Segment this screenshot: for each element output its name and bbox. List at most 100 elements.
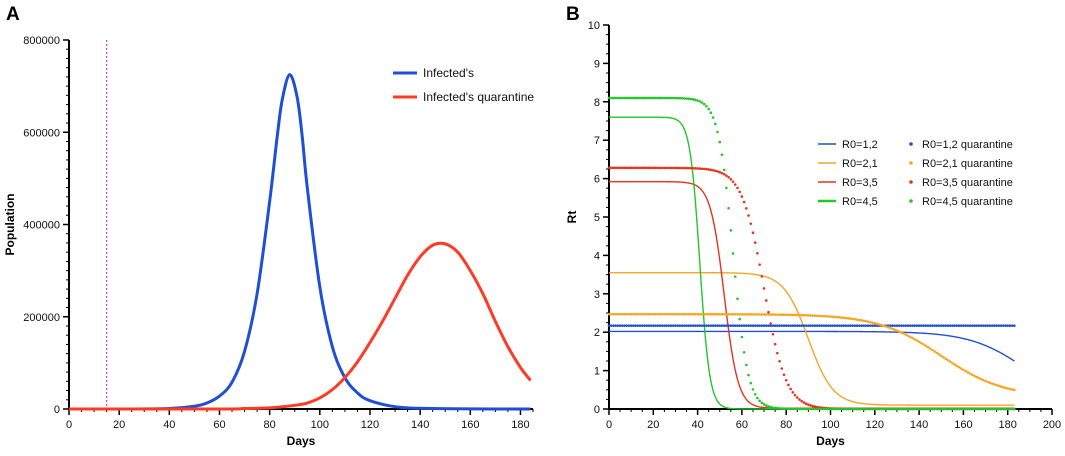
legend-swatch	[909, 180, 913, 184]
data-point	[813, 405, 817, 408]
data-point	[784, 378, 788, 382]
data-point	[762, 287, 766, 290]
data-point	[720, 324, 724, 327]
data-point	[924, 407, 928, 411]
data-point	[962, 407, 965, 411]
data-point	[760, 313, 764, 316]
data-point	[857, 318, 861, 322]
data-point	[776, 406, 779, 410]
data-point	[762, 313, 766, 316]
data-point	[762, 403, 766, 406]
data-point	[970, 324, 974, 327]
data-point	[813, 407, 817, 411]
data-point	[997, 384, 1001, 388]
data-point	[924, 324, 928, 327]
data-point	[926, 345, 930, 349]
data-point	[607, 96, 611, 100]
data-point	[908, 324, 912, 327]
data-point	[612, 96, 615, 100]
data-point	[871, 324, 874, 327]
data-point	[975, 407, 978, 411]
data-point	[822, 314, 826, 318]
data-point	[780, 324, 784, 327]
data-point	[866, 320, 870, 323]
data-point	[895, 324, 899, 327]
data-point	[609, 312, 613, 316]
data-point	[815, 324, 819, 327]
data-point	[946, 358, 950, 362]
data-point	[838, 407, 841, 411]
data-point	[711, 168, 715, 172]
data-point	[740, 324, 744, 327]
data-point	[893, 328, 897, 332]
x-tick-label: 0	[66, 419, 72, 431]
data-point	[944, 407, 947, 411]
data-point	[636, 312, 640, 316]
x-axis-title: Days	[287, 434, 316, 448]
data-point	[609, 96, 613, 100]
data-point	[846, 324, 850, 327]
data-point	[889, 407, 892, 411]
data-point	[809, 404, 812, 407]
data-point	[871, 407, 874, 411]
data-point	[1004, 386, 1007, 390]
data-point	[758, 263, 761, 266]
data-point	[762, 324, 766, 327]
data-point	[696, 167, 699, 170]
data-point	[636, 166, 640, 170]
data-point	[953, 407, 956, 411]
data-point	[842, 324, 846, 327]
data-point	[656, 96, 660, 100]
data-point	[625, 324, 629, 327]
data-point	[931, 324, 934, 327]
data-point	[789, 324, 792, 327]
data-point	[959, 367, 963, 370]
data-point	[742, 200, 746, 204]
data-point	[773, 324, 777, 327]
data-point	[638, 312, 642, 316]
data-point	[694, 312, 697, 316]
x-tick-label: 160	[461, 419, 479, 431]
data-point	[873, 407, 877, 411]
data-point	[643, 324, 646, 327]
data-point	[891, 324, 894, 327]
data-point	[729, 324, 733, 327]
data-point	[935, 324, 939, 327]
data-point	[634, 312, 637, 316]
data-point	[747, 324, 750, 327]
data-point	[758, 399, 761, 403]
data-point	[990, 382, 994, 385]
data-point	[920, 341, 923, 345]
x-tick-label: 20	[113, 419, 125, 431]
data-point	[612, 324, 615, 327]
x-tick-label: 140	[411, 419, 429, 431]
data-point	[895, 407, 899, 411]
data-point	[769, 405, 772, 409]
data-point	[714, 312, 717, 316]
data-point	[995, 383, 998, 387]
data-point	[862, 407, 866, 411]
data-point	[891, 327, 894, 331]
data-point	[973, 324, 976, 327]
x-tick-label: 20	[647, 419, 659, 431]
data-point	[840, 407, 843, 411]
data-point	[849, 317, 852, 320]
data-point	[846, 317, 850, 320]
data-point	[738, 190, 741, 194]
data-point	[855, 324, 859, 327]
data-point	[979, 407, 983, 411]
data-point	[742, 313, 746, 316]
data-point	[652, 324, 655, 327]
data-point	[691, 324, 695, 327]
data-point	[1006, 324, 1009, 327]
data-point	[955, 324, 959, 327]
data-point	[993, 383, 996, 386]
data-point	[656, 324, 660, 327]
data-point	[829, 324, 832, 327]
data-point	[632, 312, 635, 316]
x-tick-label: 0	[606, 419, 612, 431]
data-point	[656, 166, 660, 170]
data-point	[822, 407, 826, 411]
data-point	[798, 407, 801, 411]
data-point	[829, 315, 832, 318]
